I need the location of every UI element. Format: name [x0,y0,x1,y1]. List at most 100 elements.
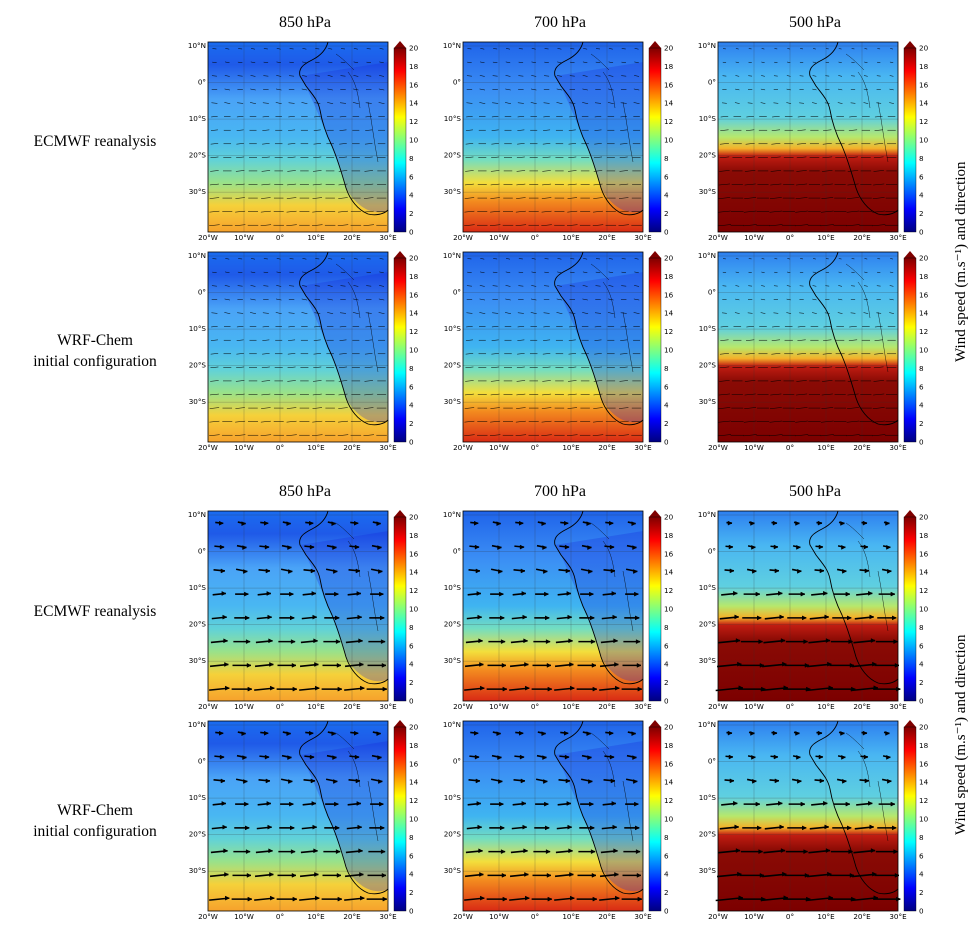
colorbar-tick-label: 8 [409,364,414,373]
lat-tick-label: 10°N [698,41,716,50]
lon-tick-label: 30°E [379,912,397,921]
lon-tick-label: 30°E [889,233,907,242]
lon-tick-label: 10°E [817,233,835,242]
wind-vectors [209,258,387,436]
lon-tick-label: 0° [276,233,284,242]
colorbar-tick-label: 2 [409,888,414,897]
lon-tick-label: 20°W [708,443,728,452]
lat-tick-label: 10°N [188,720,206,729]
lon-tick-label: 20°E [343,702,361,711]
colorbar-extend-arrow [904,41,916,48]
colorbar-tick-label: 20 [664,254,674,263]
side-label-top: Wind speed (m.s⁻¹) and direction [953,161,969,362]
colorbar-tick-label: 10 [409,815,419,824]
col-header-700-bottom: 700 hPa [534,483,586,500]
colorbar-tick-label: 6 [409,851,414,860]
lat-tick-label: 10°S [699,793,717,802]
lon-tick-label: 0° [531,443,539,452]
map-svg: 10°N 0° 10°S 20°S 30°S 20°W 10°W 0° 10°E 20°E 30°E… [188,720,419,921]
colorbar-tick-label: 12 [409,796,418,805]
lat-tick-label: 30°S [699,866,717,875]
row-label-ecmwf-top: ECMWF reanalysis [33,133,157,150]
lat-tick-label: 0° [198,288,206,297]
colorbar-tick-label: 2 [409,209,414,218]
lat-tick-label: 0° [198,757,206,766]
colorbar-tick-label: 4 [919,191,924,200]
lon-tick-label: 20°E [343,443,361,452]
coastline [299,720,389,895]
wind-speed-field [718,511,898,701]
colorbar-tick-label: 16 [409,80,419,89]
colorbar-tick-label: 4 [409,660,414,669]
colorbar-extend-arrow [649,510,661,517]
country-borders [590,522,634,632]
lat-tick-label: 30°S [444,397,462,406]
col-header-500-top: 500 hPa [789,14,841,31]
lat-tick-label: 0° [198,78,206,87]
lon-tick-label: 20°W [198,443,218,452]
colorbar-tick-label: 0 [409,228,414,237]
lon-tick-label: 30°E [379,702,397,711]
colorbar-extend-arrow [649,41,661,48]
colorbar-tick-label: 14 [409,309,419,318]
lat-tick-label: 10°S [444,114,462,123]
lat-tick-label: 30°S [189,397,207,406]
colorbar-tick-label: 12 [919,796,928,805]
lon-tick-label: 10°W [744,443,764,452]
lon-tick-label: 10°E [562,912,580,921]
country-borders [335,732,379,842]
lon-tick-label: 0° [786,702,794,711]
colorbar-tick-label: 4 [919,401,924,410]
map-frame [717,720,899,912]
lat-tick-label: 0° [453,288,461,297]
colorbar-extend-arrow [904,510,916,517]
colorbar-tick-label: 12 [409,586,418,595]
lat-tick-label: 20°S [189,361,207,370]
lon-tick-label: 10°W [489,912,509,921]
colorbar [903,726,917,912]
map-svg: 10°N 0° 10°S 20°S 30°S 20°W 10°W 0° 10°E 20°E 30°E… [698,41,929,242]
colorbar-tick-label: 18 [664,62,674,71]
lat-tick-label: 30°S [189,866,207,875]
lat-tick-label: 20°S [189,830,207,839]
map-svg: 10°N 0° 10°S 20°S 30°S 20°W 10°W 0° 10°E 20°E 30°E… [188,41,419,242]
colorbar-tick-label: 4 [664,401,669,410]
colorbar-tick-label: 6 [919,382,924,391]
lon-tick-label: 10°W [744,702,764,711]
colorbar-tick-label: 14 [919,778,929,787]
colorbar [393,47,407,233]
colorbar-tick-label: 6 [919,172,924,181]
lat-tick-label: 30°S [699,187,717,196]
continent-shading [300,272,388,423]
wind-vectors [464,48,642,226]
lon-tick-label: 20°E [853,443,871,452]
colorbar-tick-label: 4 [409,401,414,410]
lat-tick-label: 20°S [189,151,207,160]
lon-tick-label: 10°W [234,702,254,711]
wind-vectors [715,520,901,692]
colorbar-tick-label: 8 [409,623,414,632]
colorbar-tick-label: 12 [664,117,673,126]
colorbar-tick-label: 16 [919,290,929,299]
lon-tick-label: 10°E [817,702,835,711]
colorbar-tick-label: 0 [919,907,924,916]
colorbar-tick-label: 16 [409,290,419,299]
map-frame [207,510,389,702]
lon-tick-label: 20°E [343,912,361,921]
lat-tick-label: 20°S [444,620,462,629]
colorbar-tick-label: 0 [409,907,414,916]
colorbar-tick-label: 12 [919,117,928,126]
map-frame [462,720,644,912]
colorbar [648,47,662,233]
graticule [718,42,898,232]
lat-tick-label: 10°S [699,324,717,333]
map-panel-850-wrf-bottom: 10°N 0° 10°S 20°S 30°S 20°W 10°W 0° 10°E 20°E 30°E… [178,717,428,922]
colorbar-tick-label: 18 [664,741,674,750]
colorbar-tick-label: 20 [664,723,674,732]
colorbar-tick-label: 14 [919,568,929,577]
colorbar-tick-label: 10 [919,815,929,824]
colorbar-tick-label: 12 [919,586,928,595]
row-label-wrf-line1: WRF-Chem [57,802,133,819]
colorbar-tick-label: 4 [664,191,669,200]
side-label-bottom: Wind speed (m.s⁻¹) and direction [953,634,969,835]
